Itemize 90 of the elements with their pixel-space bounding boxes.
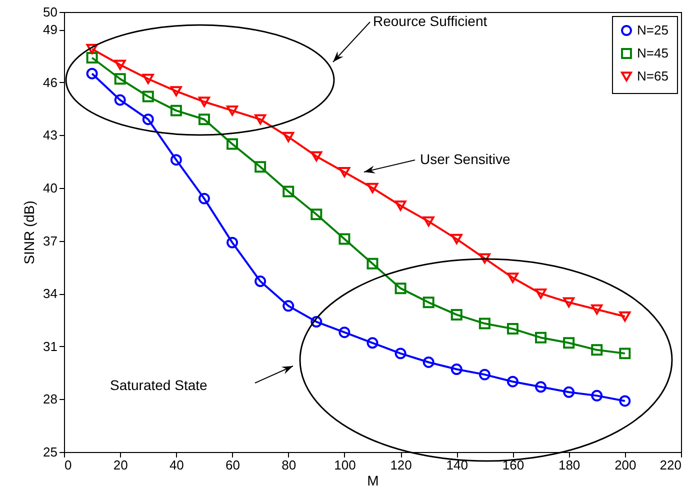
point xyxy=(478,318,490,330)
point xyxy=(619,348,631,360)
x-tick-label: 100 xyxy=(334,458,356,472)
x-tick-label: 20 xyxy=(113,458,128,472)
point xyxy=(198,192,210,204)
point xyxy=(282,300,294,312)
point xyxy=(254,161,266,173)
point xyxy=(170,104,182,116)
point xyxy=(535,381,547,393)
point xyxy=(506,323,518,335)
y-tick-label: 31 xyxy=(43,338,58,354)
point xyxy=(563,337,575,349)
point xyxy=(170,86,182,96)
y-tick-label: 25 xyxy=(43,444,58,460)
annotation: Reource Sufficient xyxy=(373,13,488,29)
point xyxy=(478,368,490,380)
x-tick-label: 200 xyxy=(614,458,636,472)
point xyxy=(450,364,462,376)
point xyxy=(394,348,406,360)
point xyxy=(226,105,238,116)
point xyxy=(591,390,603,402)
point xyxy=(394,200,406,211)
point xyxy=(310,208,322,220)
point xyxy=(478,253,490,264)
y-axis-title: SINR (dB) xyxy=(21,200,38,264)
x-tick-label: 0 xyxy=(64,458,72,472)
point xyxy=(422,356,434,368)
x-tick-label: 120 xyxy=(390,458,412,472)
legend-label: N=25 xyxy=(637,22,668,38)
point xyxy=(366,258,378,270)
annotation: Saturated State xyxy=(110,377,208,393)
point xyxy=(619,395,631,407)
point xyxy=(142,90,154,102)
point xyxy=(366,337,378,349)
point xyxy=(254,276,266,288)
y-tick-label: 37 xyxy=(43,233,58,248)
point xyxy=(338,233,350,245)
annotation: User Sensitive xyxy=(420,151,510,167)
point xyxy=(254,114,266,124)
point xyxy=(282,132,294,142)
point xyxy=(170,154,182,166)
point xyxy=(310,151,322,162)
y-tick-label: 43 xyxy=(43,128,58,143)
y-tick-label: 40 xyxy=(43,180,58,196)
x-axis-title: M xyxy=(367,472,379,488)
point xyxy=(366,182,378,194)
x-tick-label: 40 xyxy=(169,458,184,472)
point xyxy=(422,216,434,227)
point xyxy=(282,186,294,198)
point xyxy=(338,167,350,178)
y-tick-label: 34 xyxy=(43,286,58,302)
x-tick-label: 220 xyxy=(660,458,682,472)
point xyxy=(506,272,518,283)
point xyxy=(226,138,238,150)
point xyxy=(450,308,462,320)
point xyxy=(535,288,547,299)
point xyxy=(86,52,98,64)
x-tick-label: 60 xyxy=(226,458,240,472)
x-tick-label: 160 xyxy=(502,458,524,472)
point xyxy=(563,386,575,398)
x-tick-label: 80 xyxy=(282,458,296,472)
legend-label: N=45 xyxy=(637,46,668,60)
legend-label: N=65 xyxy=(637,68,668,84)
x-tick-label: 140 xyxy=(446,458,468,472)
y-tick-label: 49 xyxy=(43,22,58,38)
y-tick-label: 46 xyxy=(43,74,58,90)
point xyxy=(591,304,603,315)
x-tick-label: 180 xyxy=(558,458,580,472)
point xyxy=(535,332,547,344)
point xyxy=(563,297,575,308)
point xyxy=(114,60,126,70)
point xyxy=(86,44,98,54)
point xyxy=(619,311,631,322)
point xyxy=(142,114,154,126)
point xyxy=(422,296,434,308)
point xyxy=(142,74,154,84)
point xyxy=(86,68,98,80)
point xyxy=(506,376,518,388)
point xyxy=(198,96,210,107)
point xyxy=(114,94,126,106)
y-tick-label: 28 xyxy=(43,392,58,407)
point xyxy=(310,316,322,328)
y-tick-label: 50 xyxy=(43,4,58,20)
point xyxy=(338,326,350,338)
point xyxy=(394,282,406,294)
point xyxy=(450,234,462,244)
point xyxy=(198,114,210,126)
point xyxy=(226,236,238,248)
point xyxy=(591,344,603,356)
point xyxy=(114,73,126,85)
